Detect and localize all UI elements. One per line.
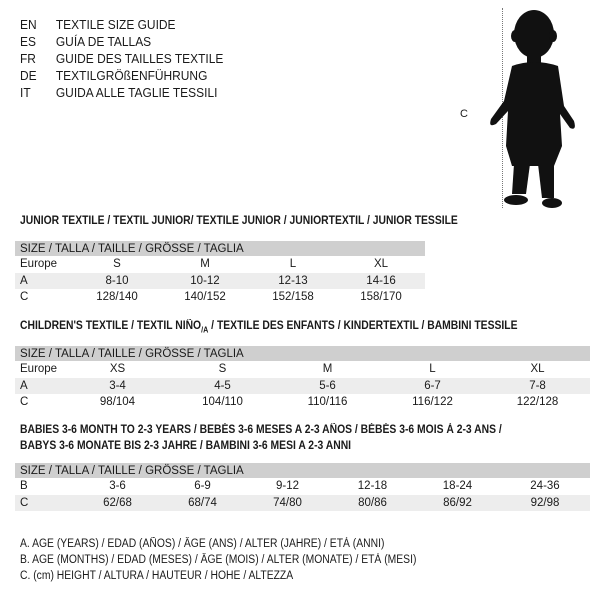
table-row: Europe XS S M L XL: [20, 363, 545, 376]
legend-b: B. AGE (MONTHS) / EDAD (MESES) / ÂGE (MO…: [20, 554, 417, 566]
lang-it: IT GUIDA ALLE TAGLIE TESSILI: [20, 85, 218, 100]
junior-size-table: SIZE / TALLA / TAILLE / GRÖSSE / TAGLIA …: [15, 241, 426, 306]
table-row: C 62/68 68/74 74/80 80/86 86/92 92/98: [15, 494, 590, 511]
table-row: Europe S M L XL: [20, 258, 389, 271]
babies-title-line2: BABYS 3-6 MONATE BIS 2-3 JAHRE / BAMBINI…: [20, 440, 352, 452]
table-row: A 8-10 10-12 12-13 14-16: [15, 272, 426, 289]
children-size-table: SIZE / TALLA / TAILLE / GRÖSSE / TAGLIA …: [15, 346, 591, 411]
table-row: C 128/140 140/152 152/158 158/170: [20, 291, 402, 304]
lang-es: ES GUÍA DE TALLAS: [20, 34, 152, 49]
lang-de: DE TEXTILGRÖßENFÜHRUNG: [20, 68, 208, 83]
lang-fr: FR GUIDE DES TAILLES TEXTILE: [20, 51, 224, 66]
height-label: C: [460, 108, 468, 120]
legend-a: A. AGE (YEARS) / EDAD (AÑOS) / ÂGE (ANS)…: [20, 538, 385, 550]
table-row: B 3-6 6-9 9-12 12-18 18-24 24-36: [20, 480, 560, 493]
babies-title-line1: BABIES 3-6 MONTH TO 2-3 YEARS / BEBÉS 3-…: [20, 424, 502, 436]
junior-title: JUNIOR TEXTILE / TEXTIL JUNIOR/ TEXTILE …: [20, 215, 458, 227]
table-row: C 98/104 104/110 110/116 116/122 122/128: [20, 396, 559, 409]
legend-c: C. (cm) HEIGHT / ALTURA / HAUTEUR / HÖHE…: [20, 570, 294, 582]
lang-en: EN TEXTILE SIZE GUIDE: [20, 17, 176, 32]
children-title: CHILDREN'S TEXTILE / TEXTIL NIÑO/A / TEX…: [20, 320, 518, 335]
babies-size-table: SIZE / TALLA / TAILLE / GRÖSSE / TAGLIA …: [15, 463, 590, 511]
table-header: SIZE / TALLA / TAILLE / GRÖSSE / TAGLIA: [15, 463, 590, 478]
table-row: A 3-4 4-5 5-6 6-7 7-8: [15, 377, 591, 394]
table-header: SIZE / TALLA / TAILLE / GRÖSSE / TAGLIA: [15, 241, 426, 256]
table-header: SIZE / TALLA / TAILLE / GRÖSSE / TAGLIA: [15, 346, 591, 361]
toddler-silhouette-icon: [490, 10, 575, 208]
